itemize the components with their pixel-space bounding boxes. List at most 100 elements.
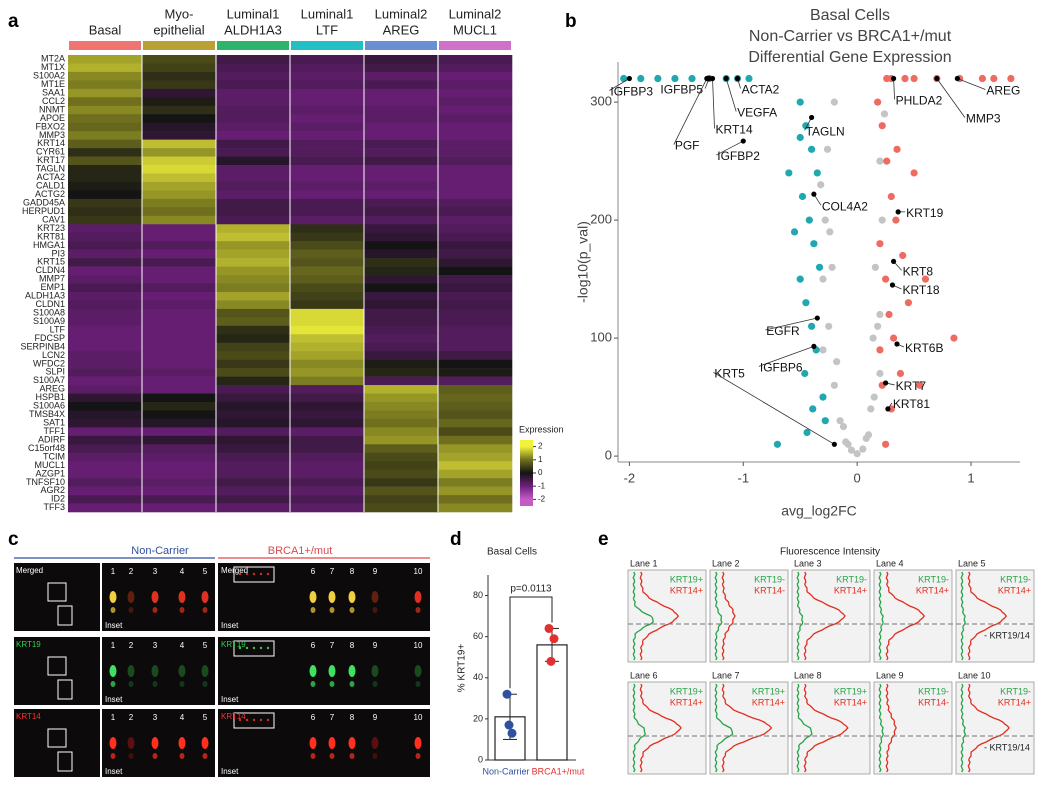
micrograph bbox=[300, 637, 430, 705]
heatmap-cell bbox=[142, 114, 217, 124]
heatmap-cell bbox=[438, 55, 513, 64]
gene-label: HMGA1 bbox=[33, 240, 65, 250]
heatmap-cell bbox=[364, 444, 439, 454]
heatmap-cell bbox=[438, 97, 513, 107]
heatmap-cell bbox=[290, 308, 365, 318]
group-label: Luminal1 bbox=[227, 6, 280, 21]
band bbox=[371, 591, 379, 603]
heatmap-cell bbox=[68, 232, 143, 242]
marker-status: KRT19- bbox=[754, 574, 785, 584]
heatmap-cell bbox=[68, 393, 143, 403]
lane-title: Lane 2 bbox=[712, 558, 740, 568]
lane-number: 5 bbox=[203, 567, 208, 576]
point bbox=[853, 450, 861, 458]
heatmap-cell bbox=[216, 317, 291, 327]
heatmap-cell bbox=[142, 376, 217, 386]
heatmap-cell bbox=[68, 114, 143, 124]
heatmap-cell bbox=[142, 241, 217, 250]
point bbox=[889, 334, 898, 342]
band bbox=[328, 665, 336, 677]
threshold-label: - KRT19/14 bbox=[984, 630, 1030, 640]
heatmap-cell bbox=[364, 385, 439, 394]
gene-annotation: VEGFA bbox=[737, 106, 777, 120]
gene-label: ALDH1A3 bbox=[25, 291, 65, 301]
heatmap-cell bbox=[142, 317, 217, 327]
heatmap-cell bbox=[438, 452, 513, 462]
colorbar-tick-label: 1 bbox=[538, 455, 543, 464]
heatmap-cell bbox=[216, 418, 291, 428]
heatmap-cell bbox=[364, 122, 439, 132]
group-label: Myo- bbox=[165, 6, 194, 21]
band bbox=[128, 753, 134, 759]
heatmap-cell bbox=[290, 452, 365, 462]
heatmap-cell bbox=[364, 334, 439, 344]
point bbox=[880, 110, 889, 118]
heatmap-cell bbox=[142, 139, 217, 149]
heatmap-cell bbox=[364, 275, 439, 284]
gene-label: TCIM bbox=[43, 451, 65, 461]
highlight-point bbox=[740, 138, 746, 144]
heatmap-cell bbox=[438, 495, 513, 504]
heatmap-cell bbox=[438, 241, 513, 250]
heatmap-cell bbox=[438, 401, 513, 411]
point bbox=[870, 393, 878, 401]
gene-annotation: COL4A2 bbox=[822, 199, 868, 213]
band bbox=[152, 681, 158, 687]
heatmap-cell bbox=[68, 80, 143, 90]
band bbox=[152, 607, 158, 613]
band bbox=[201, 591, 209, 603]
heatmap-cell bbox=[142, 393, 217, 403]
heatmap-cell bbox=[142, 283, 217, 293]
band bbox=[259, 572, 263, 576]
micrograph bbox=[218, 637, 300, 705]
lane-number: 4 bbox=[180, 641, 185, 650]
heatmap-cell bbox=[216, 334, 291, 344]
gene-label: ACTG2 bbox=[35, 189, 65, 199]
heatmap-cell bbox=[438, 444, 513, 454]
gene-label: HSPB1 bbox=[35, 392, 65, 402]
intensity-profile bbox=[796, 571, 804, 661]
heatmap-cell bbox=[142, 97, 217, 107]
leader-line bbox=[713, 371, 835, 445]
replicate-point bbox=[549, 634, 559, 644]
heatmap-cell bbox=[142, 486, 217, 496]
heatmap-cell bbox=[142, 224, 217, 234]
gene-label: AZGP1 bbox=[35, 468, 65, 478]
highlight-point bbox=[814, 315, 820, 321]
intensity-profile bbox=[803, 683, 849, 773]
gene-label: AGR2 bbox=[40, 485, 65, 495]
heatmap-cell bbox=[438, 427, 513, 437]
heatmap-cell bbox=[364, 114, 439, 124]
heatmap-cell bbox=[216, 452, 291, 462]
point bbox=[802, 299, 810, 307]
heatmap-cell bbox=[364, 351, 439, 360]
band bbox=[201, 737, 209, 749]
band bbox=[202, 753, 208, 759]
band bbox=[245, 572, 249, 576]
micrograph bbox=[300, 709, 430, 777]
heatmap-cell bbox=[216, 461, 291, 470]
heatmap-cell bbox=[438, 173, 513, 183]
heatmap-cell bbox=[68, 224, 143, 234]
heatmap-cell bbox=[216, 148, 291, 157]
heatmap-cell bbox=[438, 275, 513, 284]
gene-label: SAA1 bbox=[42, 87, 65, 97]
heatmap-cell bbox=[364, 435, 439, 445]
heatmap-cell bbox=[290, 300, 365, 310]
heatmap-cell bbox=[290, 258, 365, 267]
heatmap-cell bbox=[438, 122, 513, 132]
band bbox=[178, 737, 186, 749]
heatmap-cell bbox=[68, 368, 143, 377]
lane-number: 9 bbox=[373, 567, 378, 576]
group-label: Basal bbox=[89, 22, 122, 37]
band bbox=[110, 681, 116, 687]
heatmap-cell bbox=[68, 173, 143, 183]
point bbox=[796, 98, 804, 106]
leader-line bbox=[936, 78, 966, 118]
x-tick-label: -2 bbox=[624, 470, 636, 485]
point bbox=[826, 228, 834, 236]
heatmap-cell bbox=[68, 122, 143, 132]
point bbox=[745, 74, 753, 83]
heatmap-cell bbox=[68, 241, 143, 250]
inset-box bbox=[47, 728, 67, 748]
